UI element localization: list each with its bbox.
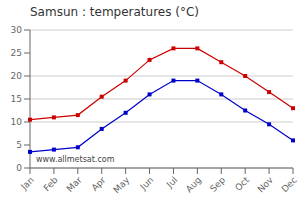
svg-text:Jan: Jan <box>18 175 36 193</box>
svg-text:Apr: Apr <box>90 175 108 193</box>
svg-text:30: 30 <box>11 25 23 35</box>
svg-text:15: 15 <box>11 94 22 104</box>
svg-text:Jul: Jul <box>164 175 179 190</box>
svg-text:Dec: Dec <box>280 175 297 194</box>
svg-text:Aug: Aug <box>184 175 204 195</box>
svg-text:Sep: Sep <box>208 175 227 194</box>
html-text:www.allmetsat.com: www.allmetsat.com <box>36 155 115 164</box>
svg-text:Nov: Nov <box>256 174 276 194</box>
svg-text:20: 20 <box>11 71 23 81</box>
svg-text:25: 25 <box>11 48 22 58</box>
svg-text:Feb: Feb <box>42 175 61 194</box>
svg-text:10: 10 <box>11 117 23 127</box>
svg-text:Jun: Jun <box>138 175 156 193</box>
html-text:Samsun : temperatures (°C): Samsun : temperatures (°C) <box>30 5 199 19</box>
svg-text:0: 0 <box>16 163 22 173</box>
svg-text:5: 5 <box>16 140 22 150</box>
svg-text:Mar: Mar <box>65 175 84 194</box>
svg-text:May: May <box>111 174 132 195</box>
svg-text:Oct: Oct <box>233 175 251 193</box>
